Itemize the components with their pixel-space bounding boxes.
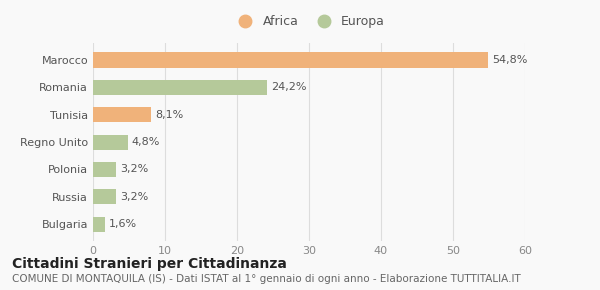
Bar bbox=[93, 135, 128, 150]
Bar bbox=[93, 52, 488, 68]
Bar bbox=[93, 107, 151, 122]
Text: 4,8%: 4,8% bbox=[132, 137, 160, 147]
Text: Cittadini Stranieri per Cittadinanza: Cittadini Stranieri per Cittadinanza bbox=[12, 257, 287, 271]
Text: 8,1%: 8,1% bbox=[155, 110, 184, 120]
Bar bbox=[93, 189, 116, 204]
Bar bbox=[93, 162, 116, 177]
Text: 54,8%: 54,8% bbox=[492, 55, 527, 65]
Bar bbox=[93, 80, 267, 95]
Text: 3,2%: 3,2% bbox=[121, 164, 149, 175]
Text: COMUNE DI MONTAQUILA (IS) - Dati ISTAT al 1° gennaio di ogni anno - Elaborazione: COMUNE DI MONTAQUILA (IS) - Dati ISTAT a… bbox=[12, 274, 521, 284]
Text: 24,2%: 24,2% bbox=[272, 82, 307, 92]
Text: 1,6%: 1,6% bbox=[109, 219, 137, 229]
Text: 3,2%: 3,2% bbox=[121, 192, 149, 202]
Legend: Africa, Europa: Africa, Europa bbox=[228, 10, 390, 33]
Bar bbox=[93, 217, 104, 232]
